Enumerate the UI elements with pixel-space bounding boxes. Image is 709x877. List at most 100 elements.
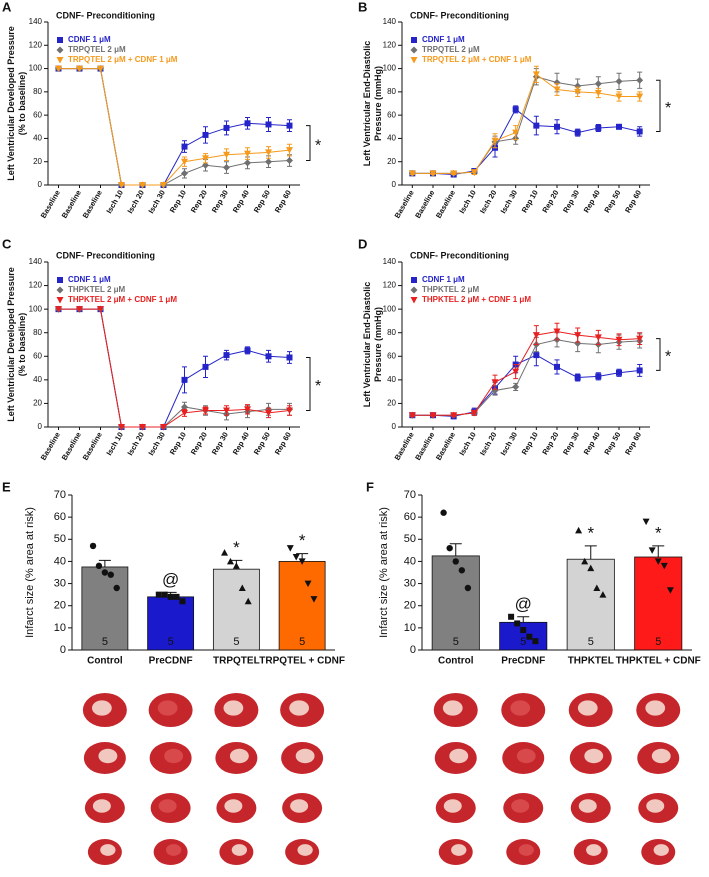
marker-square: [286, 354, 293, 361]
panel-label: E: [2, 479, 11, 494]
error-bar: [449, 543, 462, 556]
y-tick-label: 20: [33, 399, 42, 408]
marker-diamond: [202, 161, 209, 169]
bar: [499, 621, 548, 651]
legend-label: THPKTEL 2 μM + CDNF 1 μM: [422, 295, 531, 304]
y-tick-label: 120: [29, 281, 43, 290]
x-tick-label: TRPQTEL: [213, 656, 260, 667]
series: [55, 65, 293, 189]
x-tick-label: Control: [87, 656, 123, 667]
data-point: [292, 554, 300, 561]
x-tick-label: Baseline: [39, 430, 62, 461]
slice-infarct: [92, 799, 111, 813]
x-tick-label: Rep 50: [252, 430, 272, 456]
marker-square: [554, 123, 560, 130]
series-line: [58, 308, 290, 428]
y-axis-label: Left Ventricular End-DiastolicPressure (…: [362, 41, 383, 167]
marker-diamond: [410, 46, 418, 54]
slice-infarct: [451, 844, 467, 856]
x-tick-label: Isch 10: [104, 188, 125, 215]
marker-square: [533, 352, 540, 359]
panel-label: F: [366, 479, 374, 494]
x-tick-label: TRPQTEL + CDNF: [259, 656, 345, 667]
y-axis-label-line: (% to baseline): [17, 313, 27, 377]
x-tick-label: Isch 10: [457, 188, 478, 215]
marker-square: [57, 37, 63, 43]
x-tick-label: Rep 40: [231, 188, 251, 214]
slice-infarct: [578, 799, 597, 813]
series: [55, 305, 293, 431]
y-tick-label: 100: [383, 64, 397, 73]
marker-diamond: [56, 286, 64, 294]
marker-square: [595, 373, 602, 380]
y-axis-label: Left Ventricular Developed Pressure(% to…: [6, 267, 27, 422]
slice-infarct: [158, 799, 177, 813]
series: [55, 65, 293, 189]
marker-triangle: [450, 170, 458, 177]
x-tick-label: Rep 40: [231, 430, 251, 456]
data-point: [286, 545, 294, 552]
x-tick-label: Rep 30: [561, 188, 581, 214]
marker-triangle: [410, 297, 418, 304]
slice-infarct: [290, 799, 309, 813]
x-tick-label: Rep 30: [210, 430, 230, 456]
significance-bracket: [306, 125, 311, 162]
y-tick-label: 60: [33, 351, 42, 360]
data-point: [581, 557, 589, 565]
y-tick-label: 10: [404, 622, 416, 634]
slice-infarct: [289, 700, 310, 716]
x-tick-label: Baseline: [60, 430, 83, 461]
chart-title: CDNF- Preconditioning: [56, 250, 155, 260]
y-tick-label: 140: [29, 17, 43, 26]
series: [408, 68, 644, 177]
data-point: [648, 547, 656, 554]
n-label: 5: [588, 636, 594, 648]
marker-diamond: [512, 383, 520, 391]
data-point: [95, 562, 103, 570]
marker-square: [595, 124, 602, 131]
marker-triangle: [408, 412, 416, 419]
marker-square: [265, 353, 272, 360]
series-line: [58, 68, 290, 186]
n-label: 5: [102, 636, 108, 648]
y-tick-label: 120: [29, 40, 43, 49]
y-tick-label: 100: [383, 304, 397, 313]
marker-square: [616, 123, 622, 130]
data-point: [238, 584, 246, 591]
series-line: [412, 108, 640, 176]
significance-annotation: *: [233, 538, 240, 557]
marker-triangle: [532, 71, 540, 78]
marker-triangle: [55, 306, 62, 313]
marker-triangle: [470, 409, 478, 417]
marker-triangle: [118, 182, 125, 189]
data-point: [304, 580, 312, 588]
marker-triangle: [223, 407, 230, 414]
series-line: [58, 68, 290, 186]
y-tick-label: 20: [404, 600, 416, 612]
x-tick-label: Rep 10: [520, 430, 540, 456]
slice-infarct: [223, 700, 244, 716]
y-tick-label: 120: [383, 281, 397, 290]
y-tick-label: 10: [54, 622, 66, 634]
y-axis-label-line: (% to baseline): [17, 72, 27, 136]
n-label: 5: [453, 636, 459, 648]
y-axis-label-line: Pressure (mmHg): [373, 307, 383, 382]
marker-triangle: [244, 150, 251, 158]
x-tick-label: Rep 60: [273, 188, 293, 214]
n-label: 5: [520, 636, 526, 648]
x-tick-label: Rep 40: [582, 430, 602, 456]
y-tick-label: 80: [387, 328, 396, 337]
y-tick-label: 100: [29, 304, 43, 313]
y-tick-label: 0: [410, 644, 416, 656]
series: [409, 344, 643, 420]
x-tick-label: Baseline: [434, 188, 457, 219]
data-point: [575, 526, 583, 534]
data-point: [642, 518, 650, 526]
legend-label: TRPQTEL 2 μM + CDNF 1 μM: [68, 55, 178, 64]
data-point: [113, 584, 120, 592]
n-label: 5: [655, 636, 661, 648]
y-tick-label: 60: [387, 110, 396, 119]
significance-annotation: *: [315, 378, 321, 395]
marker-triangle: [181, 158, 188, 166]
n-label: 5: [233, 636, 239, 648]
